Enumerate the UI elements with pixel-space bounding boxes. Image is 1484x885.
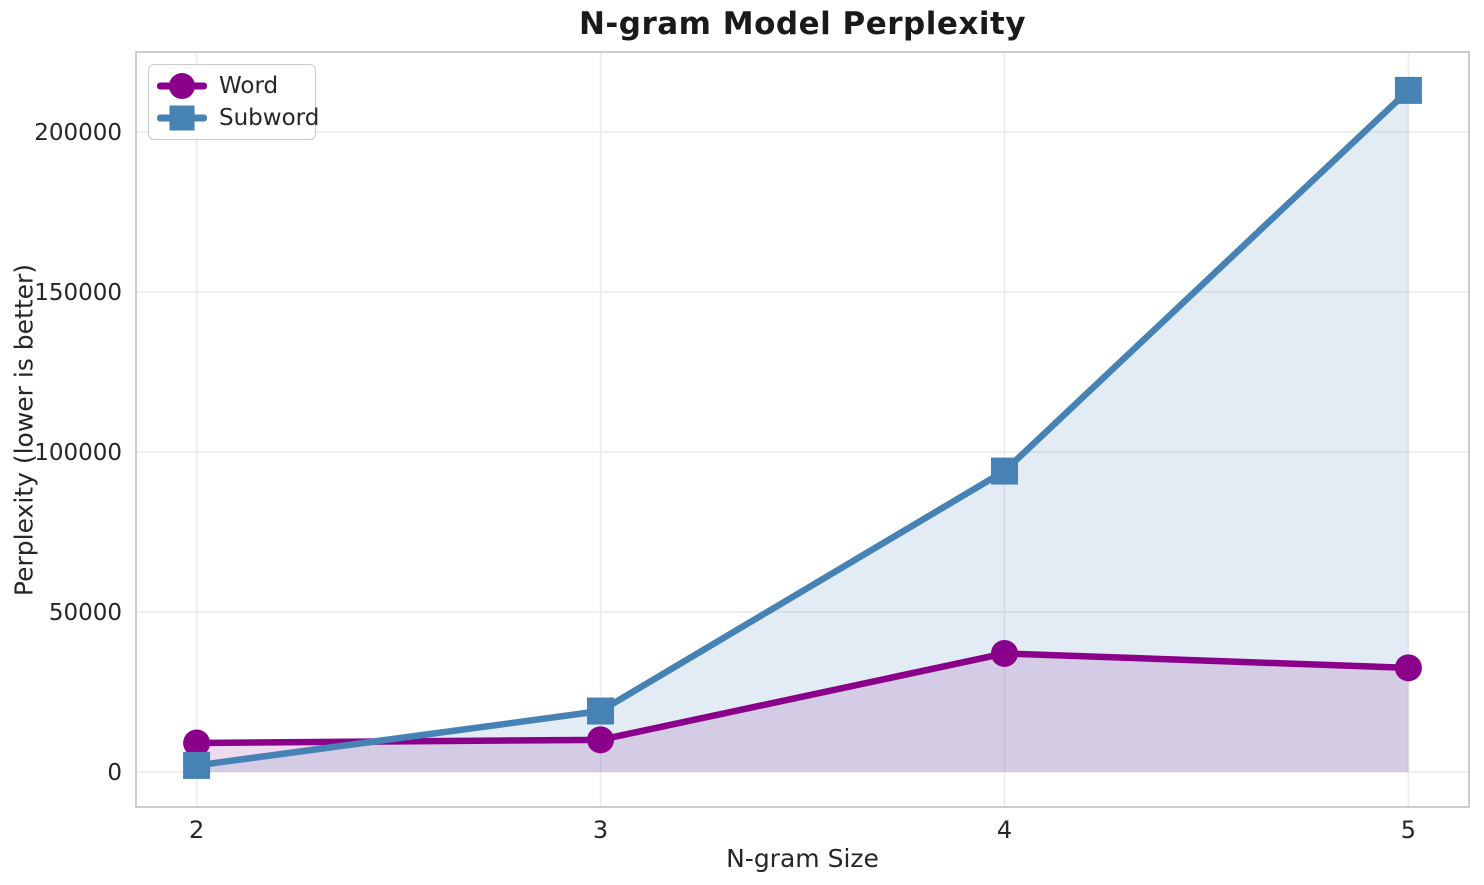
- x-tick-label: 4: [997, 816, 1012, 844]
- subword-area-fill: [196, 90, 1409, 772]
- x-tick-label: 5: [1401, 816, 1416, 844]
- subword-line: [193, 87, 1412, 769]
- y-axis-label: Perplexity (lower is better): [9, 263, 39, 597]
- y-tick-label: 200000: [34, 120, 122, 146]
- legend-label-subword: Subword: [219, 104, 320, 131]
- x-axis-label: N-gram Size: [726, 844, 879, 873]
- word-point: [990, 639, 1018, 667]
- plot-area: [136, 52, 1469, 807]
- word-point: [183, 729, 211, 757]
- y-tick-label: 0: [107, 760, 122, 786]
- subword-line-square-marker-icon: [157, 104, 207, 132]
- y-tick-label: 150000: [34, 280, 122, 306]
- subword-point: [183, 751, 211, 779]
- y-tick-label: 100000: [34, 440, 122, 466]
- legend: Word Subword: [148, 64, 319, 140]
- word-point: [1394, 654, 1422, 682]
- word-point: [587, 726, 615, 754]
- subword-point: [1394, 76, 1422, 104]
- x-tick-label: 3: [593, 816, 608, 844]
- word-line-circle-marker-icon: [157, 72, 207, 100]
- legend-item-word: Word: [157, 72, 303, 100]
- chart-title: N-gram Model Perplexity: [578, 6, 1027, 42]
- legend-label-word: Word: [219, 72, 279, 99]
- y-tick-label: 50000: [49, 600, 122, 626]
- subword-point: [587, 697, 615, 725]
- legend-item-subword: Subword: [157, 104, 319, 132]
- x-tick-label: 2: [189, 816, 204, 844]
- subword-point: [990, 457, 1018, 485]
- plot-border: [135, 51, 1470, 808]
